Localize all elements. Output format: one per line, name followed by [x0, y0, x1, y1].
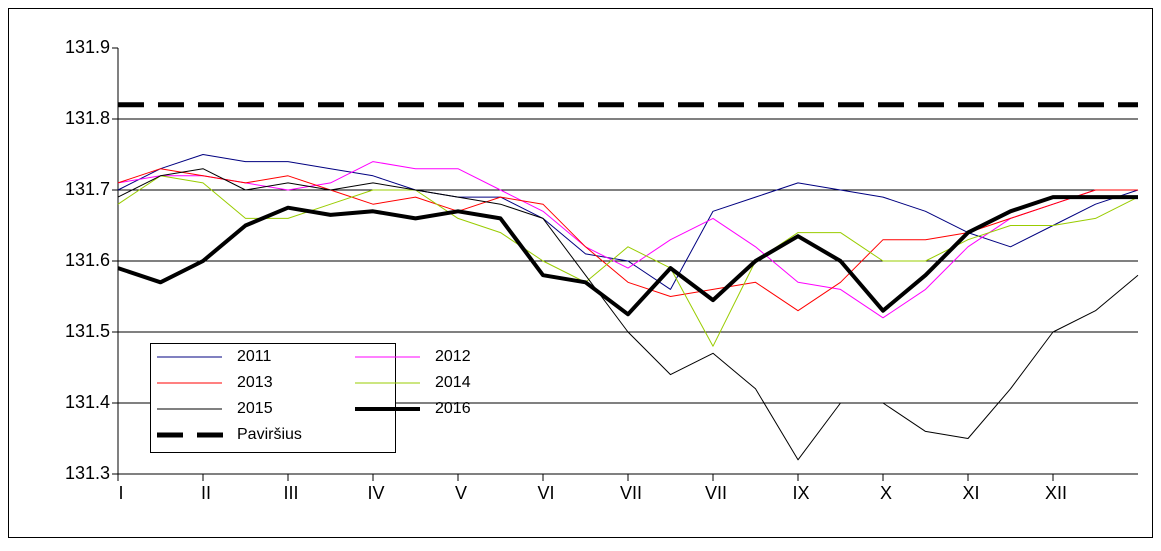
legend-label: 2014: [435, 374, 471, 391]
series-line: [117, 168, 1139, 461]
y-tick-label: 131.7: [65, 179, 110, 199]
x-tick-label: I: [118, 483, 123, 503]
legend-label: 2011: [237, 348, 272, 365]
y-tick-label: 131.6: [65, 250, 110, 270]
x-tick-label: XII: [1045, 483, 1067, 503]
x-tick-label: IX: [792, 483, 809, 503]
x-tick-label: VII: [620, 483, 642, 503]
x-tick-label: VI: [537, 483, 554, 503]
y-tick-label: 131.9: [65, 37, 110, 57]
x-tick-label: V: [455, 483, 467, 503]
series-line: [117, 195, 1138, 317]
y-tick-label: 131.3: [65, 463, 110, 483]
y-tick-label: 131.5: [65, 321, 110, 341]
legend-box: [150, 343, 396, 453]
x-tick-label: VII: [705, 483, 727, 503]
legend-label: 2016: [435, 400, 471, 417]
x-tick-label: II: [201, 483, 211, 503]
x-tick-label: III: [283, 483, 298, 503]
legend-label: 2015: [237, 400, 273, 417]
y-tick-label: 131.8: [65, 108, 110, 128]
legend-label: 2012: [435, 348, 471, 365]
y-tick-label: 131.4: [65, 392, 110, 412]
x-tick-label: XI: [962, 483, 979, 503]
x-tick-label: IV: [367, 483, 384, 503]
legend-label: 2013: [237, 374, 273, 391]
series-line: [117, 175, 1139, 347]
legend-label: Paviršius: [237, 426, 302, 443]
x-tick-label: X: [880, 483, 892, 503]
series-line: [117, 161, 1138, 319]
